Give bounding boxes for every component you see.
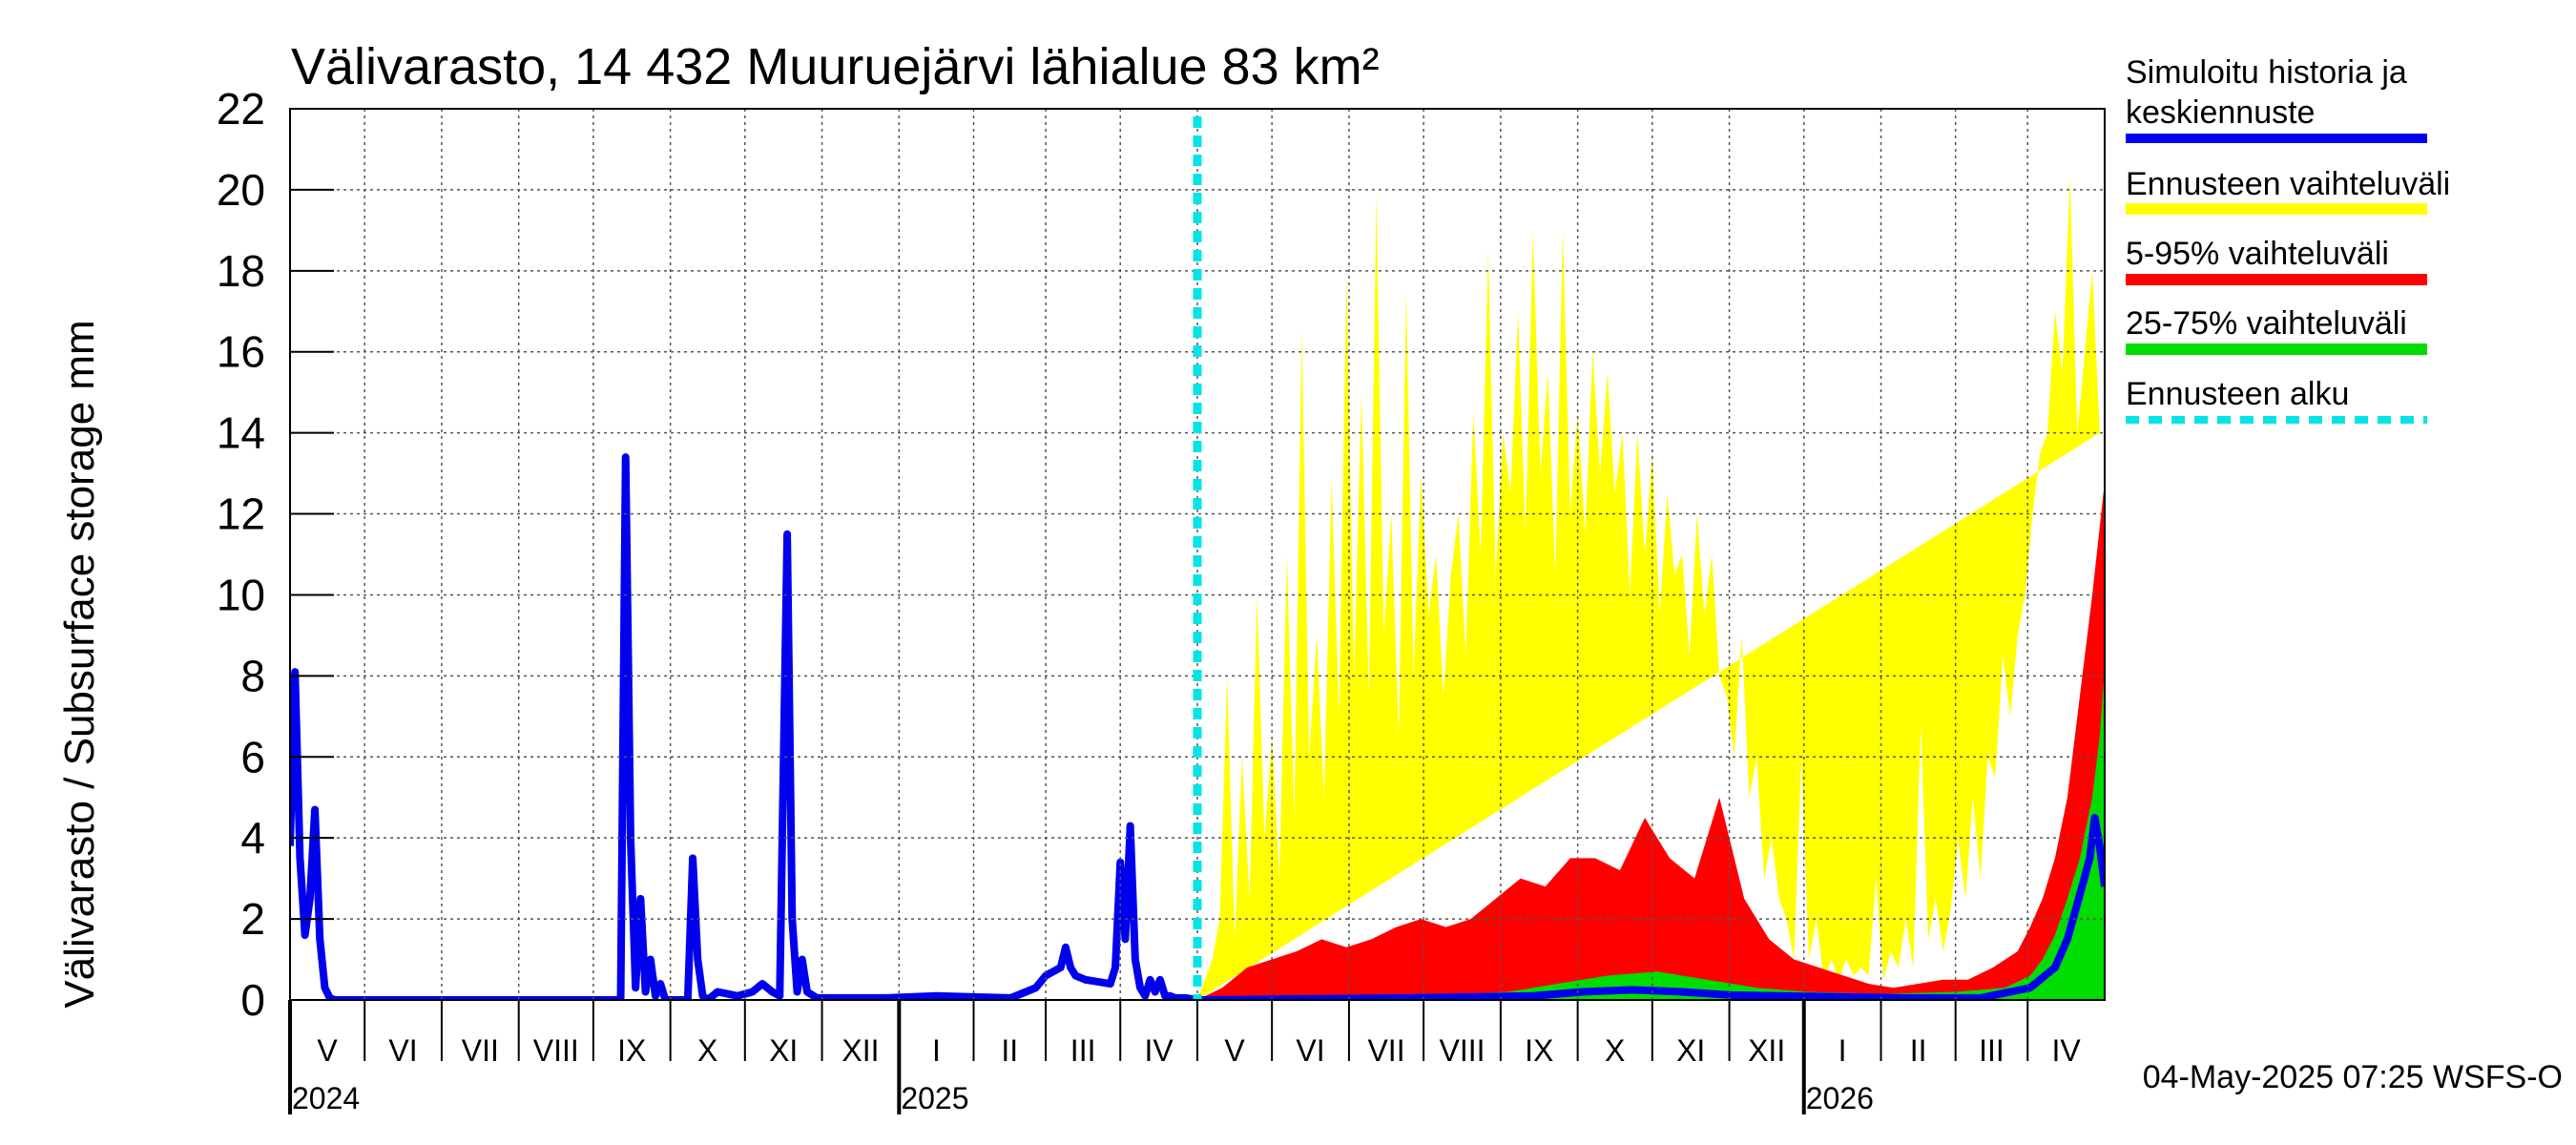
forecast-range-5-95-area: [1197, 481, 2105, 1000]
timestamp: 04-May-2025 07:25 WSFS-O: [2143, 1059, 2563, 1095]
x-month-label: III: [1979, 1033, 2005, 1068]
chart-title: Välivarasto, 14 432 Muuruejärvi lähialue…: [291, 38, 1380, 95]
x-month-label: VII: [462, 1033, 499, 1068]
x-month-label: V: [317, 1033, 338, 1068]
x-month-label: I: [932, 1033, 941, 1068]
y-tick-label: 22: [217, 84, 265, 134]
legend-range-25-75-label: 25-75% vaihteluväli: [2126, 305, 2407, 342]
x-month-label: XI: [769, 1033, 798, 1068]
x-year-label: 2024: [292, 1081, 360, 1115]
x-month-label: X: [697, 1033, 717, 1068]
y-tick-label: 16: [217, 327, 265, 377]
y-tick-label: 10: [217, 570, 265, 619]
x-month-label: VI: [388, 1033, 417, 1068]
x-month-label: VII: [1367, 1033, 1404, 1068]
x-axis: V VI VII VIII IX X XI XII I II III IV V VI VII VIII IX X X…: [288, 1000, 2081, 1115]
x-month-label: VIII: [1439, 1033, 1485, 1068]
history-line: [290, 453, 1198, 1000]
series-layer: [290, 177, 2105, 1000]
y-tick-label: 6: [240, 732, 265, 781]
x-month-label: VIII: [533, 1033, 579, 1068]
x-month-label: IV: [2051, 1033, 2081, 1068]
y-tick-label: 4: [240, 813, 265, 863]
legend-range-full-label: Ennusteen vaihteluväli: [2126, 166, 2450, 202]
forecast-range-full-area: [1197, 177, 2100, 1000]
x-year-label: 2026: [1806, 1081, 1874, 1115]
legend-history-label-line1: Simuloitu historia ja: [2126, 54, 2407, 91]
x-year-label: 2025: [901, 1081, 968, 1115]
x-month-label: V: [1224, 1033, 1245, 1068]
y-tick-label: 8: [240, 651, 265, 700]
grid-layer: [290, 109, 2105, 1000]
y-tick-label: 0: [240, 975, 265, 1025]
x-month-label: XII: [841, 1033, 879, 1068]
x-month-label: X: [1605, 1033, 1625, 1068]
y-axis-label: Välivarasto / Subsurface storage mm: [56, 320, 103, 1008]
legend: Simuloitu historia ja keskiennuste Ennus…: [2126, 54, 2450, 424]
x-month-label: II: [1910, 1033, 1927, 1068]
y-tick-label: 12: [217, 489, 265, 539]
x-month-label: III: [1070, 1033, 1096, 1068]
y-tick-label: 18: [217, 246, 265, 296]
x-month-label: IV: [1144, 1033, 1174, 1068]
y-tick-label: 20: [217, 165, 265, 215]
legend-forecast-start-label: Ennusteen alku: [2126, 376, 2349, 412]
y-tick-label: 2: [240, 894, 265, 944]
x-month-label: IX: [1525, 1033, 1553, 1068]
x-month-label: VI: [1296, 1033, 1324, 1068]
legend-range-5-95-label: 5-95% vaihteluväli: [2126, 236, 2389, 272]
y-tick-label: 14: [217, 408, 265, 458]
x-month-label: XII: [1748, 1033, 1785, 1068]
x-month-label: XI: [1676, 1033, 1705, 1068]
y-axis: 0 2 4 6 8 10 12 14 16 18 20 22: [217, 84, 334, 1025]
x-month-label: I: [1839, 1033, 1847, 1068]
x-month-label: IX: [617, 1033, 646, 1068]
forecast-median-line: [1196, 813, 2105, 1000]
legend-history-label-line2: keskiennuste: [2126, 94, 2315, 131]
x-month-label: II: [1001, 1033, 1018, 1068]
